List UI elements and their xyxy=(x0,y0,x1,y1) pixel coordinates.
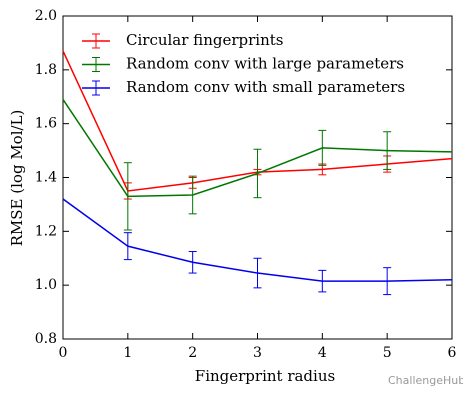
y-axis-label: RMSE (log Mol/L) xyxy=(8,110,26,247)
y-tick-label: 1.0 xyxy=(35,277,57,293)
y-tick-label: 1.6 xyxy=(35,116,57,132)
error-bar xyxy=(123,232,132,261)
legend-label: Random conv with small parameters xyxy=(126,78,405,96)
plot-frame xyxy=(62,15,453,340)
error-bar xyxy=(123,162,132,231)
error-bar xyxy=(383,267,392,296)
x-tick-label: 4 xyxy=(318,345,327,361)
error-bar xyxy=(253,148,262,199)
error-bar xyxy=(188,251,197,274)
y-tick-label: 2.0 xyxy=(35,8,57,24)
error-bar xyxy=(318,269,327,293)
error-bar xyxy=(188,175,197,215)
y-tick-label: 0.8 xyxy=(35,331,57,347)
y-tick-label: 1.2 xyxy=(35,223,57,239)
error-bar xyxy=(318,129,327,166)
x-tick-label: 3 xyxy=(253,345,262,361)
x-tick-label: 1 xyxy=(123,345,132,361)
x-tick-label: 0 xyxy=(59,345,68,361)
y-tick-label: 1.8 xyxy=(35,62,57,78)
y-tick-label: 1.4 xyxy=(35,170,57,186)
legend-label: Random conv with large parameters xyxy=(126,55,404,73)
x-tick-label: 5 xyxy=(383,345,392,361)
watermark: ChallengeHub xyxy=(388,374,463,387)
x-axis-label: Fingerprint radius xyxy=(195,367,335,385)
error-bar xyxy=(383,131,392,170)
error-bar xyxy=(253,257,262,289)
x-tick-label: 2 xyxy=(188,345,197,361)
legend-label: Circular fingerprints xyxy=(126,31,283,49)
x-tick-label: 6 xyxy=(448,345,457,361)
